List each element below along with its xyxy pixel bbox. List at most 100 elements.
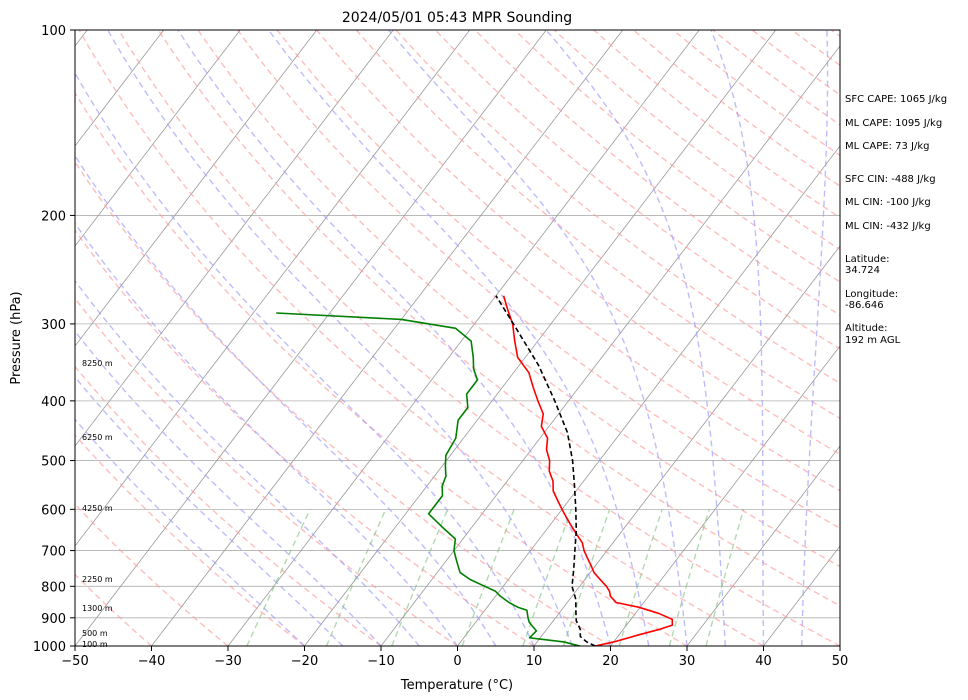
x-tick-label: 0	[453, 654, 461, 669]
isotherm-line	[75, 30, 318, 347]
dry-adiabat-line	[236, 30, 840, 529]
dry-adiabat-line	[75, 297, 458, 646]
mixing-ratio-line	[461, 509, 515, 646]
ml-cape-2-text: ML CAPE: 73 J/kg	[845, 141, 929, 152]
stats-annotations: SFC CAPE: 1065 J/kg ML CAPE: 1095 J/kg M…	[845, 94, 947, 346]
x-tick-label: 40	[755, 654, 772, 669]
y-axis-ticks: 1000 900 800 700 600 500 400 300 200 100	[33, 24, 75, 655]
moist-adiabat-line	[75, 376, 344, 646]
moist-adiabat-line	[177, 30, 612, 646]
x-tick-label: −10	[367, 654, 394, 669]
altitude-value: 192 m AGL	[845, 335, 901, 346]
x-tick-label: −50	[61, 654, 88, 669]
moist-adiabat-line	[75, 222, 459, 646]
isotherm-line	[75, 30, 394, 447]
moist-adiabat-line	[75, 418, 305, 646]
y-axis-label: Pressure (hPa)	[9, 291, 24, 384]
mixing-ratio-line	[618, 509, 663, 646]
y-tick-label: 900	[41, 612, 66, 627]
y-tick-label: 100	[41, 24, 66, 39]
longitude-value: -86.646	[845, 300, 884, 311]
dry-adiabat-line	[157, 30, 840, 607]
ml-cape-text: ML CAPE: 1095 J/kg	[845, 118, 942, 129]
height-label: 500 m	[82, 629, 108, 638]
x-tick-label: −30	[214, 654, 241, 669]
dry-adiabat-line	[553, 30, 840, 251]
mixing-ratio-line	[562, 509, 611, 646]
temperature-profile-line	[502, 295, 674, 646]
moist-adiabat-line	[545, 30, 726, 646]
height-label: 4250 m	[82, 504, 113, 513]
isotherm-line	[227, 30, 700, 646]
x-tick-label: 50	[832, 654, 849, 669]
isotherm-line	[75, 30, 241, 247]
moist-adiabats	[75, 30, 829, 646]
height-labels: 100 m 500 m 1300 m 2250 m 4250 m 6250 m 8250 m	[82, 359, 113, 649]
x-tick-label: 10	[526, 654, 543, 669]
x-tick-label: 30	[679, 654, 696, 669]
dry-adiabat-line	[75, 503, 229, 646]
isotherm-line	[533, 245, 840, 646]
chart-title: 2024/05/01 05:43 MPR Sounding	[342, 10, 572, 26]
isobar-grid	[75, 30, 840, 646]
latitude-value: 34.724	[845, 265, 880, 276]
height-label: 1300 m	[82, 604, 113, 613]
isotherm-line	[75, 30, 471, 547]
x-tick-label: 20	[602, 654, 619, 669]
y-tick-label: 700	[41, 545, 66, 560]
dry-adiabat-line	[355, 30, 840, 420]
moist-adiabat-line	[387, 30, 688, 646]
dry-adiabat-line	[78, 30, 764, 646]
isotherm-line	[151, 30, 624, 646]
isotherm-grid	[75, 30, 840, 646]
dry-adiabat-line	[395, 30, 840, 385]
dry-adiabat-line	[75, 91, 688, 646]
moist-adiabat-line	[75, 71, 535, 646]
height-label: 6250 m	[82, 433, 113, 442]
latitude-label: Latitude:	[845, 254, 890, 265]
height-label: 100 m	[82, 640, 108, 649]
ml-cin-text: ML CIN: -100 J/kg	[845, 197, 931, 208]
mixing-ratio-line	[325, 509, 387, 646]
dry-adiabat-line	[75, 434, 305, 646]
y-tick-label: 600	[41, 503, 66, 518]
dry-adiabat-line	[434, 30, 840, 350]
isotherm-line	[75, 30, 547, 646]
y-tick-label: 300	[41, 318, 66, 333]
dry-adiabat-line	[672, 30, 840, 157]
y-tick-label: 800	[41, 580, 66, 595]
longitude-label: Longitude:	[845, 289, 898, 300]
dry-adiabat-line	[593, 30, 840, 219]
mixing-ratio-lines	[246, 509, 745, 646]
x-tick-label: −20	[291, 654, 318, 669]
height-label: 2250 m	[82, 575, 113, 584]
isotherm-line	[686, 445, 840, 646]
y-tick-label: 500	[41, 455, 66, 470]
mixing-ratio-line	[391, 509, 449, 646]
moist-adiabat-line	[75, 330, 382, 646]
height-label: 8250 m	[82, 359, 113, 368]
ml-cin-2-text: ML CIN: -432 J/kg	[845, 221, 931, 232]
mixing-ratio-line	[705, 509, 745, 646]
altitude-label: Altitude:	[845, 323, 887, 334]
dry-adiabat-line	[633, 30, 840, 187]
moist-adiabat-line	[75, 154, 497, 646]
parcel-profile-line	[495, 295, 596, 646]
moist-adiabat-line	[107, 30, 573, 646]
sfc-cape-text: SFC CAPE: 1065 J/kg	[845, 94, 947, 105]
plot-frame	[74, 29, 841, 647]
x-tick-label: −40	[138, 654, 165, 669]
moist-adiabat-line	[801, 30, 829, 646]
isotherm-line	[380, 45, 840, 646]
moist-adiabat-line	[710, 30, 765, 646]
isotherm-line	[457, 145, 840, 646]
isotherm-line	[610, 345, 840, 646]
dry-adiabat-line	[75, 229, 535, 646]
x-axis-ticks: −50 −40 −30 −20 −10 0 10 20 30 40 50	[61, 646, 848, 669]
sfc-cin-text: SFC CIN: -488 J/kg	[845, 174, 936, 185]
dry-adiabat-line	[75, 160, 611, 646]
dry-adiabats	[75, 30, 840, 646]
x-axis-label: Temperature (°C)	[400, 678, 513, 693]
moist-adiabat-line	[75, 279, 420, 646]
